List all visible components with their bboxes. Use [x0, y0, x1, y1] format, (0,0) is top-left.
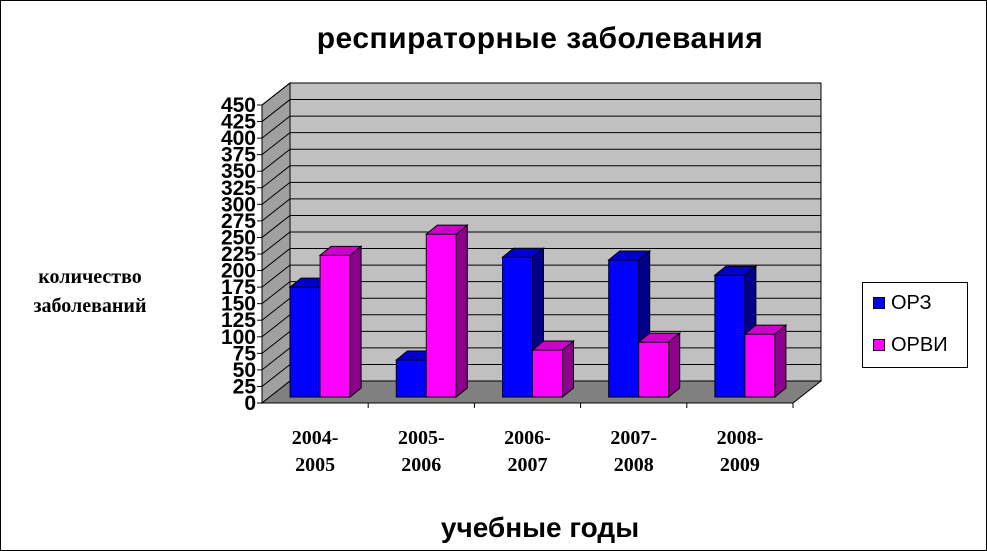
gridline	[261, 181, 821, 205]
chart-title: респираторные заболевания	[316, 22, 764, 55]
y-tick-label: 400	[221, 127, 256, 150]
x-tick-label: 2005-	[398, 427, 445, 449]
y-tick-label: 50	[233, 359, 256, 382]
bar-top-2	[743, 324, 788, 335]
gridline	[261, 132, 821, 156]
gridline	[261, 165, 821, 189]
y-tick-label: 250	[221, 226, 256, 249]
bar-1	[502, 256, 533, 398]
legend-swatch-series-1	[873, 297, 885, 309]
legend-swatch-series-2	[873, 339, 885, 351]
bar-top-2	[424, 224, 469, 235]
y-tick-label: 25	[233, 375, 257, 398]
y-tick-label: 425	[221, 111, 256, 134]
x-tick-label: 2006-	[504, 427, 551, 449]
y-tick-label: 200	[221, 260, 256, 283]
bar-top-1	[713, 265, 758, 276]
legend-label-series-2: ОРВИ	[891, 333, 948, 356]
gridline	[261, 99, 821, 122]
x-tick-label: 2008	[614, 454, 654, 476]
y-tick-label: 125	[221, 309, 256, 332]
legend-label-series-1: ОРЗ	[891, 291, 932, 314]
bar-side-2	[562, 339, 574, 399]
bar-top-1	[501, 247, 545, 258]
gridline	[261, 148, 821, 172]
x-axis-label: учебные годы	[440, 512, 640, 543]
bar-2	[532, 349, 563, 398]
gridline	[261, 214, 821, 238]
y-tick-label: 75	[233, 342, 257, 365]
gridline	[261, 198, 821, 222]
bar-2	[638, 341, 670, 398]
legend-item-series-1: ОРЗ	[873, 291, 932, 315]
x-tick-label: 2007-	[610, 427, 657, 449]
bar-top-2	[531, 340, 575, 351]
y-tick-label: 100	[221, 326, 256, 349]
y-tick-label: 275	[221, 210, 256, 233]
y-tick-label: 350	[221, 160, 256, 183]
bar-1	[714, 274, 746, 398]
bar-side-2	[774, 324, 787, 399]
gridline	[261, 82, 821, 106]
bar-1	[395, 359, 427, 398]
y-tick-label: 375	[221, 144, 256, 167]
y-tick-label: 175	[221, 276, 256, 299]
y-tick-label: 225	[221, 243, 256, 266]
y-tick-label: 450	[221, 94, 256, 117]
bar-1	[289, 286, 321, 398]
bar-side-2	[668, 332, 681, 399]
gridline	[261, 231, 821, 255]
bar-2	[744, 333, 776, 398]
x-tick-label: 2007	[508, 454, 548, 476]
y-tick-label: 0	[244, 392, 256, 415]
bar-top-2	[318, 245, 363, 256]
bar-1	[608, 259, 640, 398]
x-tick-label: 2008-	[717, 427, 764, 449]
y-tick-label: 150	[221, 293, 256, 316]
gridline	[261, 248, 821, 271]
bar-side-2	[455, 224, 468, 399]
x-tick-label: 2006	[401, 454, 441, 476]
legend-item-series-2: ОРВИ	[873, 333, 948, 357]
x-tick-label: 2004-	[292, 427, 339, 449]
bar-side-2	[349, 245, 362, 399]
y-axis-label: количество заболеваний	[33, 266, 147, 317]
x-tick-label: 2009	[720, 454, 760, 476]
bar-top-2	[637, 332, 682, 343]
gridline	[261, 115, 821, 139]
bar-top-1	[607, 250, 652, 261]
chart-legend: ОРЗ ОРВИ	[862, 282, 968, 368]
y-tick-label: 300	[221, 193, 256, 216]
y-tick-label: 325	[221, 177, 256, 200]
bar-2	[425, 233, 457, 398]
x-tick-label: 2005	[295, 454, 335, 476]
bar-2	[319, 254, 351, 398]
